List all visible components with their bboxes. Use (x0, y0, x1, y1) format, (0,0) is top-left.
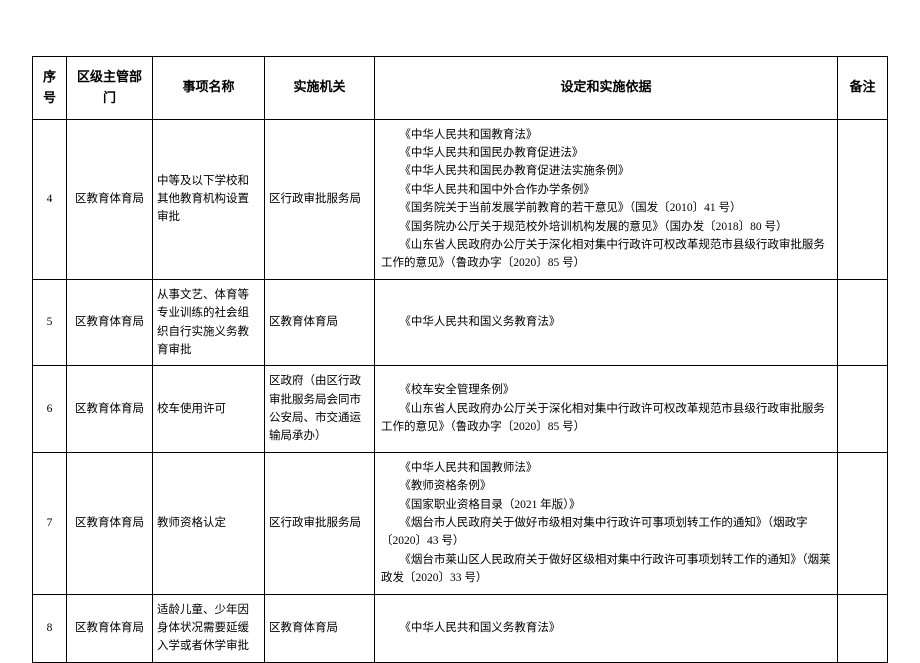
cell-basis: 《中华人民共和国义务教育法》 (375, 279, 838, 366)
basis-line: 《校车安全管理条例》 (381, 381, 833, 399)
table-body: 4区教育体育局中等及以下学校和其他教育机构设置审批区行政审批服务局《中华人民共和… (33, 119, 888, 662)
cell-note (838, 366, 888, 453)
basis-line: 《中华人民共和国义务教育法》 (381, 619, 833, 637)
cell-basis: 《校车安全管理条例》《山东省人民政府办公厅关于深化相对集中行政许可权改革规范市县… (375, 366, 838, 453)
items-table: 序号 区级主管部门 事项名称 实施机关 设定和实施依据 备注 4区教育体育局中等… (32, 56, 888, 663)
cell-seq: 7 (33, 452, 67, 594)
cell-note (838, 279, 888, 366)
basis-line: 《中华人民共和国教育法》 (381, 126, 833, 144)
cell-basis: 《中华人民共和国义务教育法》 (375, 594, 838, 662)
table-row: 7区教育体育局教师资格认定区行政审批服务局《中华人民共和国教师法》《教师资格条例… (33, 452, 888, 594)
basis-line: 《山东省人民政府办公厅关于深化相对集中行政许可权改革规范市县级行政审批服务工作的… (381, 236, 833, 273)
cell-seq: 4 (33, 119, 67, 279)
cell-item: 教师资格认定 (153, 452, 265, 594)
basis-line: 《中华人民共和国中外合作办学条例》 (381, 181, 833, 199)
cell-note (838, 119, 888, 279)
cell-note (838, 452, 888, 594)
cell-seq: 8 (33, 594, 67, 662)
basis-line: 《中华人民共和国民办教育促进法实施条例》 (381, 162, 833, 180)
basis-line: 《国务院办公厅关于规范校外培训机构发展的意见》（国办发〔2018〕80 号） (381, 218, 833, 236)
cell-org: 区教育体育局 (265, 594, 375, 662)
header-note: 备注 (838, 57, 888, 120)
cell-basis: 《中华人民共和国教师法》《教师资格条例》《国家职业资格目录（2021 年版）》《… (375, 452, 838, 594)
cell-dept: 区教育体育局 (67, 119, 153, 279)
basis-line: 《中华人民共和国民办教育促进法》 (381, 144, 833, 162)
basis-line: 《中华人民共和国教师法》 (381, 459, 833, 477)
table-row: 5区教育体育局从事文艺、体育等专业训练的社会组织自行实施义务教育审批区教育体育局… (33, 279, 888, 366)
cell-dept: 区教育体育局 (67, 366, 153, 453)
header-basis: 设定和实施依据 (375, 57, 838, 120)
table-row: 4区教育体育局中等及以下学校和其他教育机构设置审批区行政审批服务局《中华人民共和… (33, 119, 888, 279)
cell-item: 中等及以下学校和其他教育机构设置审批 (153, 119, 265, 279)
cell-item: 校车使用许可 (153, 366, 265, 453)
basis-line: 《烟台市莱山区人民政府关于做好区级相对集中行政许可事项划转工作的通知》（烟莱政发… (381, 551, 833, 588)
basis-line: 《烟台市人民政府关于做好市级相对集中行政许可事项划转工作的通知》（烟政字〔202… (381, 514, 833, 551)
cell-dept: 区教育体育局 (67, 594, 153, 662)
cell-org: 区行政审批服务局 (265, 119, 375, 279)
header-org: 实施机关 (265, 57, 375, 120)
cell-dept: 区教育体育局 (67, 452, 153, 594)
header-item: 事项名称 (153, 57, 265, 120)
cell-seq: 5 (33, 279, 67, 366)
basis-line: 《中华人民共和国义务教育法》 (381, 313, 833, 331)
cell-basis: 《中华人民共和国教育法》《中华人民共和国民办教育促进法》《中华人民共和国民办教育… (375, 119, 838, 279)
header-row: 序号 区级主管部门 事项名称 实施机关 设定和实施依据 备注 (33, 57, 888, 120)
page: 序号 区级主管部门 事项名称 实施机关 设定和实施依据 备注 4区教育体育局中等… (0, 0, 920, 663)
cell-note (838, 594, 888, 662)
basis-line: 《国家职业资格目录（2021 年版）》 (381, 496, 833, 514)
header-dept: 区级主管部门 (67, 57, 153, 120)
table-row: 8区教育体育局适龄儿童、少年因身体状况需要延缓入学或者休学审批区教育体育局《中华… (33, 594, 888, 662)
cell-org: 区行政审批服务局 (265, 452, 375, 594)
table-head: 序号 区级主管部门 事项名称 实施机关 设定和实施依据 备注 (33, 57, 888, 120)
cell-org: 区教育体育局 (265, 279, 375, 366)
cell-item: 从事文艺、体育等专业训练的社会组织自行实施义务教育审批 (153, 279, 265, 366)
basis-line: 《山东省人民政府办公厅关于深化相对集中行政许可权改革规范市县级行政审批服务工作的… (381, 400, 833, 437)
basis-line: 《教师资格条例》 (381, 477, 833, 495)
header-seq: 序号 (33, 57, 67, 120)
cell-item: 适龄儿童、少年因身体状况需要延缓入学或者休学审批 (153, 594, 265, 662)
cell-org: 区政府（由区行政审批服务局会同市公安局、市交通运输局承办） (265, 366, 375, 453)
basis-line: 《国务院关于当前发展学前教育的若干意见》（国发〔2010〕41 号） (381, 199, 833, 217)
table-row: 6区教育体育局校车使用许可区政府（由区行政审批服务局会同市公安局、市交通运输局承… (33, 366, 888, 453)
cell-dept: 区教育体育局 (67, 279, 153, 366)
cell-seq: 6 (33, 366, 67, 453)
